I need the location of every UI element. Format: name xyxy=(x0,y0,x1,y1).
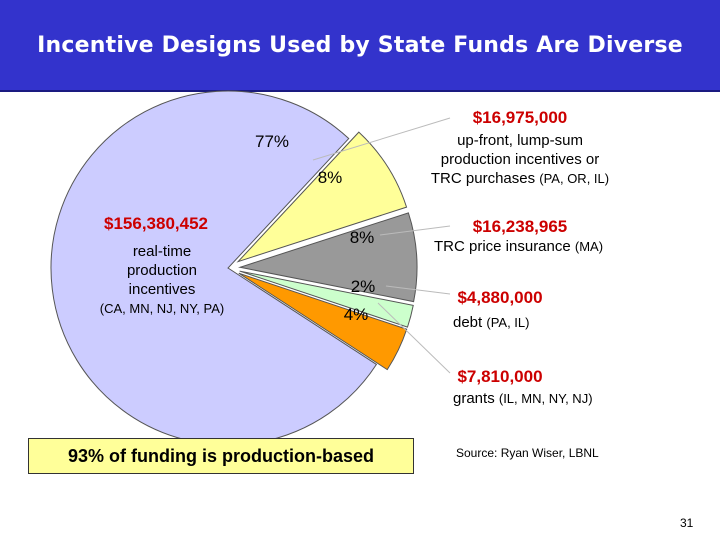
slice-description-label: TRC purchases (PA, OR, IL) xyxy=(431,170,609,187)
slice-detail-label: (CA, MN, NJ, NY, PA) xyxy=(100,301,224,316)
funding-note-text: 93% of funding is production-based xyxy=(68,445,374,466)
slice-percent-label: 4% xyxy=(344,305,369,324)
slice-description-label: up-front, lump-sum xyxy=(457,132,583,149)
slice-amount-label: $7,810,000 xyxy=(457,367,542,386)
funding-note: 93% of funding is production-based xyxy=(28,438,414,474)
leader-line xyxy=(379,225,451,236)
slice-amount-label: $156,380,452 xyxy=(104,214,208,233)
slice-amount-label: $4,880,000 xyxy=(457,288,542,307)
pie-slice xyxy=(236,131,408,263)
slice-amount-label: $16,238,965 xyxy=(473,217,568,236)
leader-line xyxy=(312,117,451,161)
slice-description-label: incentives xyxy=(129,281,196,298)
slice-description-label: real-time xyxy=(133,243,191,260)
slice-percent-label: 77% xyxy=(255,132,289,151)
title-bar: Incentive Designs Used by State Funds Ar… xyxy=(0,0,720,92)
slice-description-label: TRC price insurance (MA) xyxy=(434,238,603,255)
leader-line xyxy=(377,302,451,374)
slice-percent-label: 8% xyxy=(350,228,375,247)
slice-description-label: production xyxy=(127,262,197,279)
pie-slice xyxy=(238,272,408,371)
pie-slice xyxy=(237,212,418,303)
page-title: Incentive Designs Used by State Funds Ar… xyxy=(37,32,683,58)
leader-line xyxy=(385,285,451,295)
slice-description-label: debt (PA, IL) xyxy=(453,314,529,331)
pie-slice xyxy=(239,270,414,328)
page-number: 31 xyxy=(680,516,694,530)
slice-percent-label: 2% xyxy=(351,277,376,296)
slice-amount-label: $16,975,000 xyxy=(473,108,568,127)
slice-description-label: production incentives or xyxy=(441,151,599,168)
slice-description-label: grants (IL, MN, NY, NJ) xyxy=(453,390,593,407)
source-text: Source: Ryan Wiser, LBNL xyxy=(456,446,599,460)
slice-percent-label: 8% xyxy=(318,168,343,187)
